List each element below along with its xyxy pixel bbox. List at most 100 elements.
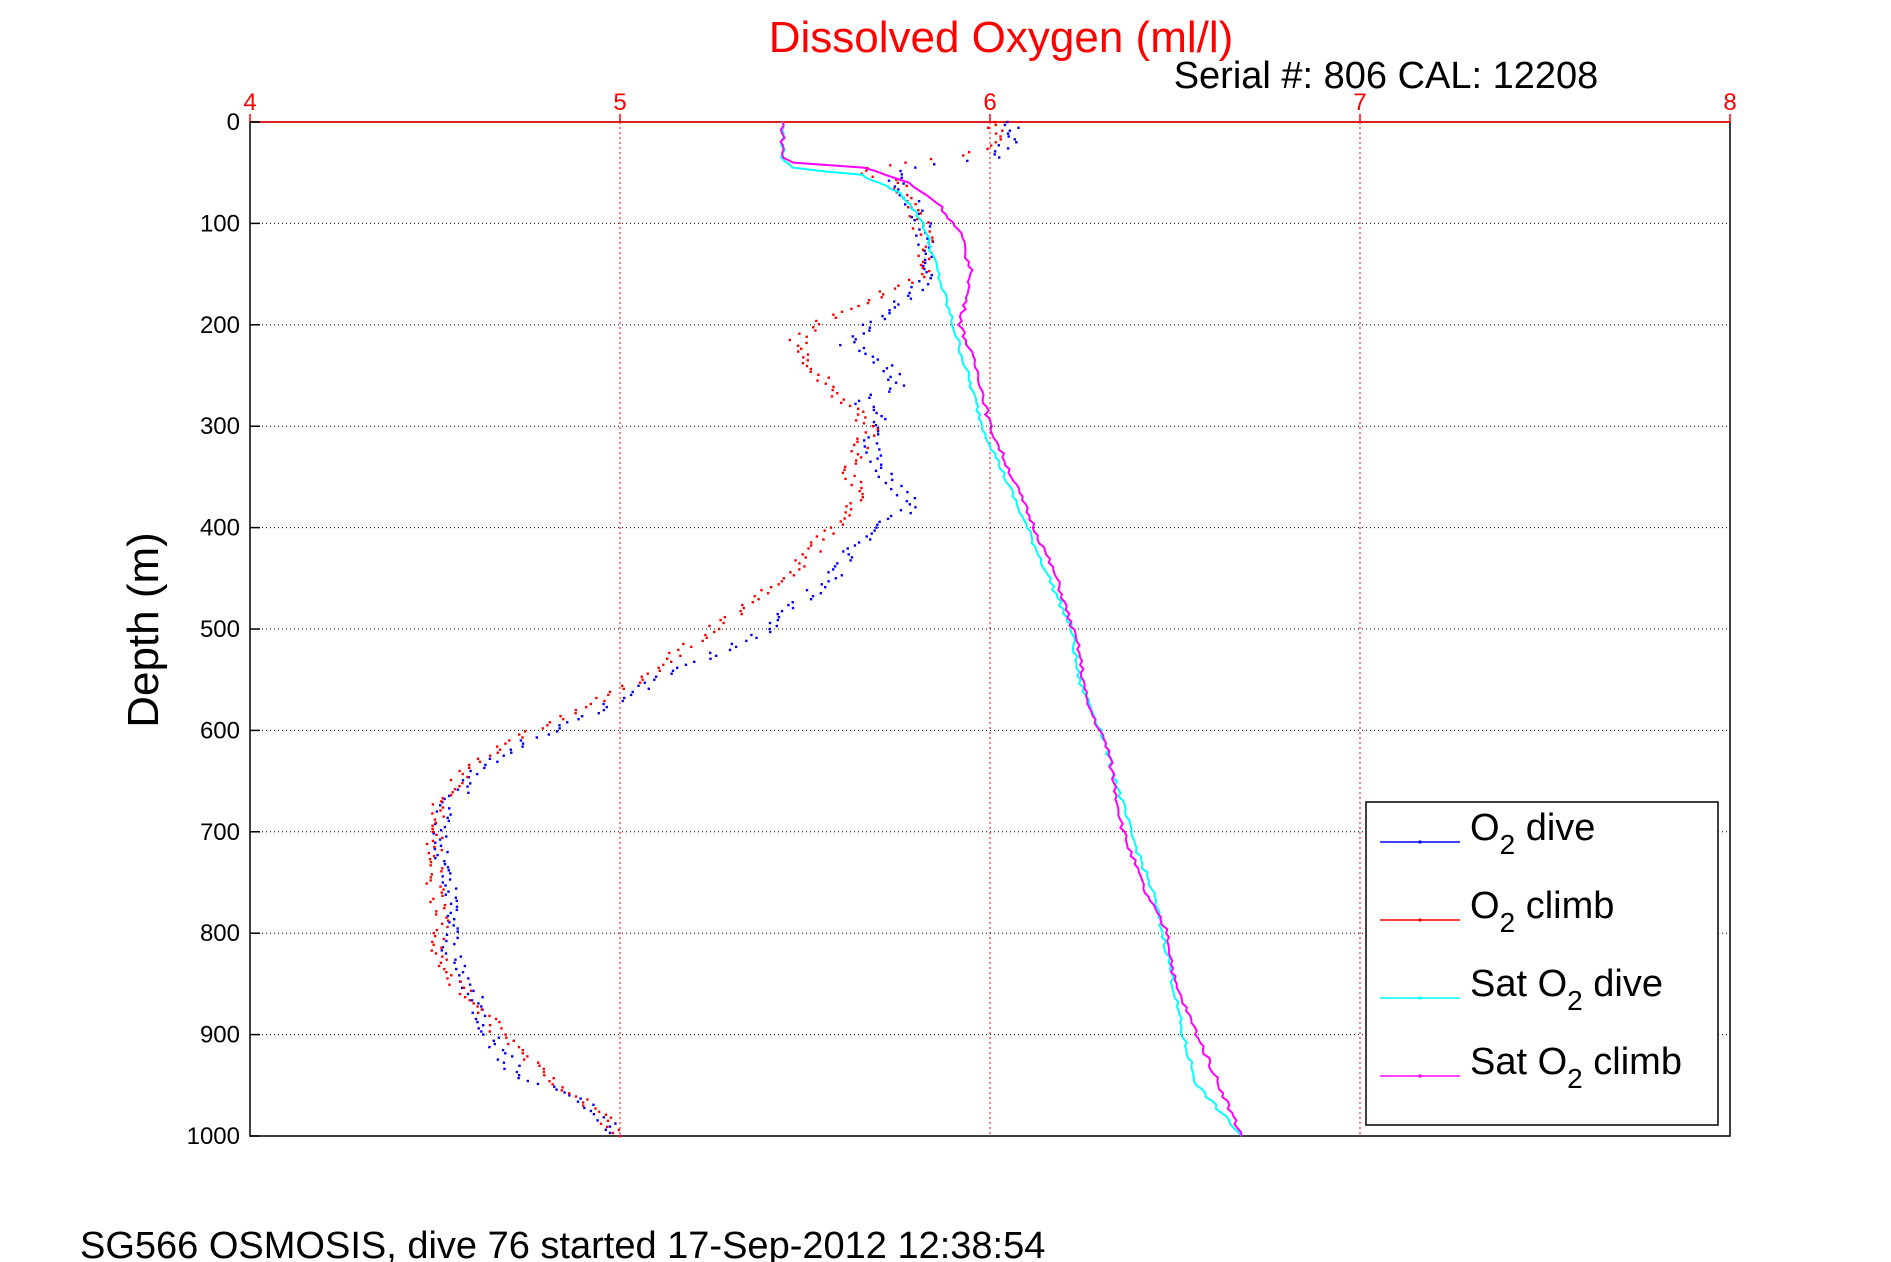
data-point — [872, 408, 876, 412]
gridlines — [249, 114, 1731, 1137]
x-tick-label: 4 — [243, 89, 256, 116]
data-point — [494, 1017, 498, 1021]
data-point — [909, 511, 912, 515]
data-point — [878, 520, 881, 523]
data-point — [796, 344, 800, 347]
data-point — [442, 815, 445, 818]
data-point — [461, 986, 464, 989]
data-point — [666, 657, 669, 660]
data-point — [815, 319, 818, 323]
data-point — [860, 499, 863, 502]
data-point — [902, 182, 905, 185]
data-point — [447, 890, 450, 893]
data-point — [580, 715, 584, 718]
data-point — [876, 433, 880, 436]
data-point — [722, 621, 725, 625]
data-point — [449, 794, 453, 797]
data-point — [868, 396, 871, 399]
data-point — [823, 529, 826, 532]
data-point — [919, 212, 922, 215]
data-point — [432, 854, 436, 858]
data-point — [594, 1107, 597, 1110]
legend-marker — [1418, 996, 1422, 1000]
data-point — [436, 853, 439, 857]
data-point — [456, 936, 459, 940]
data-point — [719, 618, 722, 622]
data-point — [1003, 123, 1007, 127]
data-point — [917, 212, 921, 216]
data-point — [854, 338, 857, 341]
data-point — [618, 1134, 622, 1138]
data-point — [497, 1036, 501, 1039]
data-point — [653, 678, 656, 681]
data-point — [558, 724, 561, 727]
data-point — [880, 414, 883, 418]
data-point — [576, 1100, 580, 1103]
data-point — [449, 778, 453, 782]
data-point — [448, 983, 451, 986]
data-point — [483, 1014, 487, 1018]
series-1 — [425, 120, 1004, 1138]
data-point — [873, 434, 876, 437]
data-point — [456, 930, 459, 933]
data-point — [890, 487, 893, 491]
data-point — [445, 933, 449, 936]
data-point — [922, 264, 925, 268]
legend-entry: Sat O2 climb — [1380, 1041, 1682, 1094]
data-point — [909, 297, 913, 300]
data-point — [441, 797, 444, 800]
data-point — [522, 1058, 526, 1061]
data-point — [449, 911, 452, 915]
data-point — [458, 785, 461, 788]
data-point — [442, 888, 445, 891]
data-point — [492, 1039, 495, 1042]
data-point — [840, 401, 843, 404]
data-point — [441, 836, 444, 840]
data-point — [429, 879, 432, 882]
data-point — [865, 451, 868, 454]
data-point — [794, 559, 797, 562]
data-point — [907, 294, 910, 297]
data-point — [493, 1042, 496, 1046]
data-point — [439, 844, 443, 847]
data-point — [462, 986, 466, 989]
data-point — [916, 218, 919, 221]
data-point — [766, 592, 770, 595]
data-point — [921, 272, 924, 276]
data-point — [807, 547, 810, 550]
data-point — [445, 958, 448, 961]
data-point — [448, 807, 451, 810]
data-point — [918, 280, 921, 283]
data-point — [482, 1033, 485, 1036]
data-point — [723, 615, 727, 619]
data-point — [865, 535, 868, 538]
data-point — [902, 384, 906, 387]
data-point — [488, 757, 492, 760]
data-point — [857, 399, 861, 403]
data-point — [596, 1119, 599, 1122]
data-point — [536, 1082, 540, 1086]
data-point — [867, 436, 870, 439]
data-point — [836, 562, 839, 565]
data-point — [856, 440, 859, 443]
data-point — [895, 178, 898, 181]
data-point — [496, 760, 499, 763]
data-point — [496, 751, 499, 754]
legend-marker — [1418, 840, 1422, 844]
data-point — [962, 154, 965, 157]
data-point — [820, 583, 823, 586]
data-point — [441, 922, 444, 925]
data-point — [472, 989, 475, 993]
data-point — [806, 359, 809, 362]
data-point — [878, 290, 881, 293]
legend-box — [1365, 801, 1719, 1126]
data-point — [824, 382, 827, 385]
data-point — [993, 120, 996, 124]
data-point — [602, 702, 605, 706]
data-point — [801, 553, 804, 556]
data-point — [641, 678, 644, 681]
data-point — [477, 1002, 480, 1005]
data-point — [928, 230, 931, 233]
y-axis-label: Depth (m) — [119, 532, 168, 728]
data-point — [809, 370, 812, 374]
